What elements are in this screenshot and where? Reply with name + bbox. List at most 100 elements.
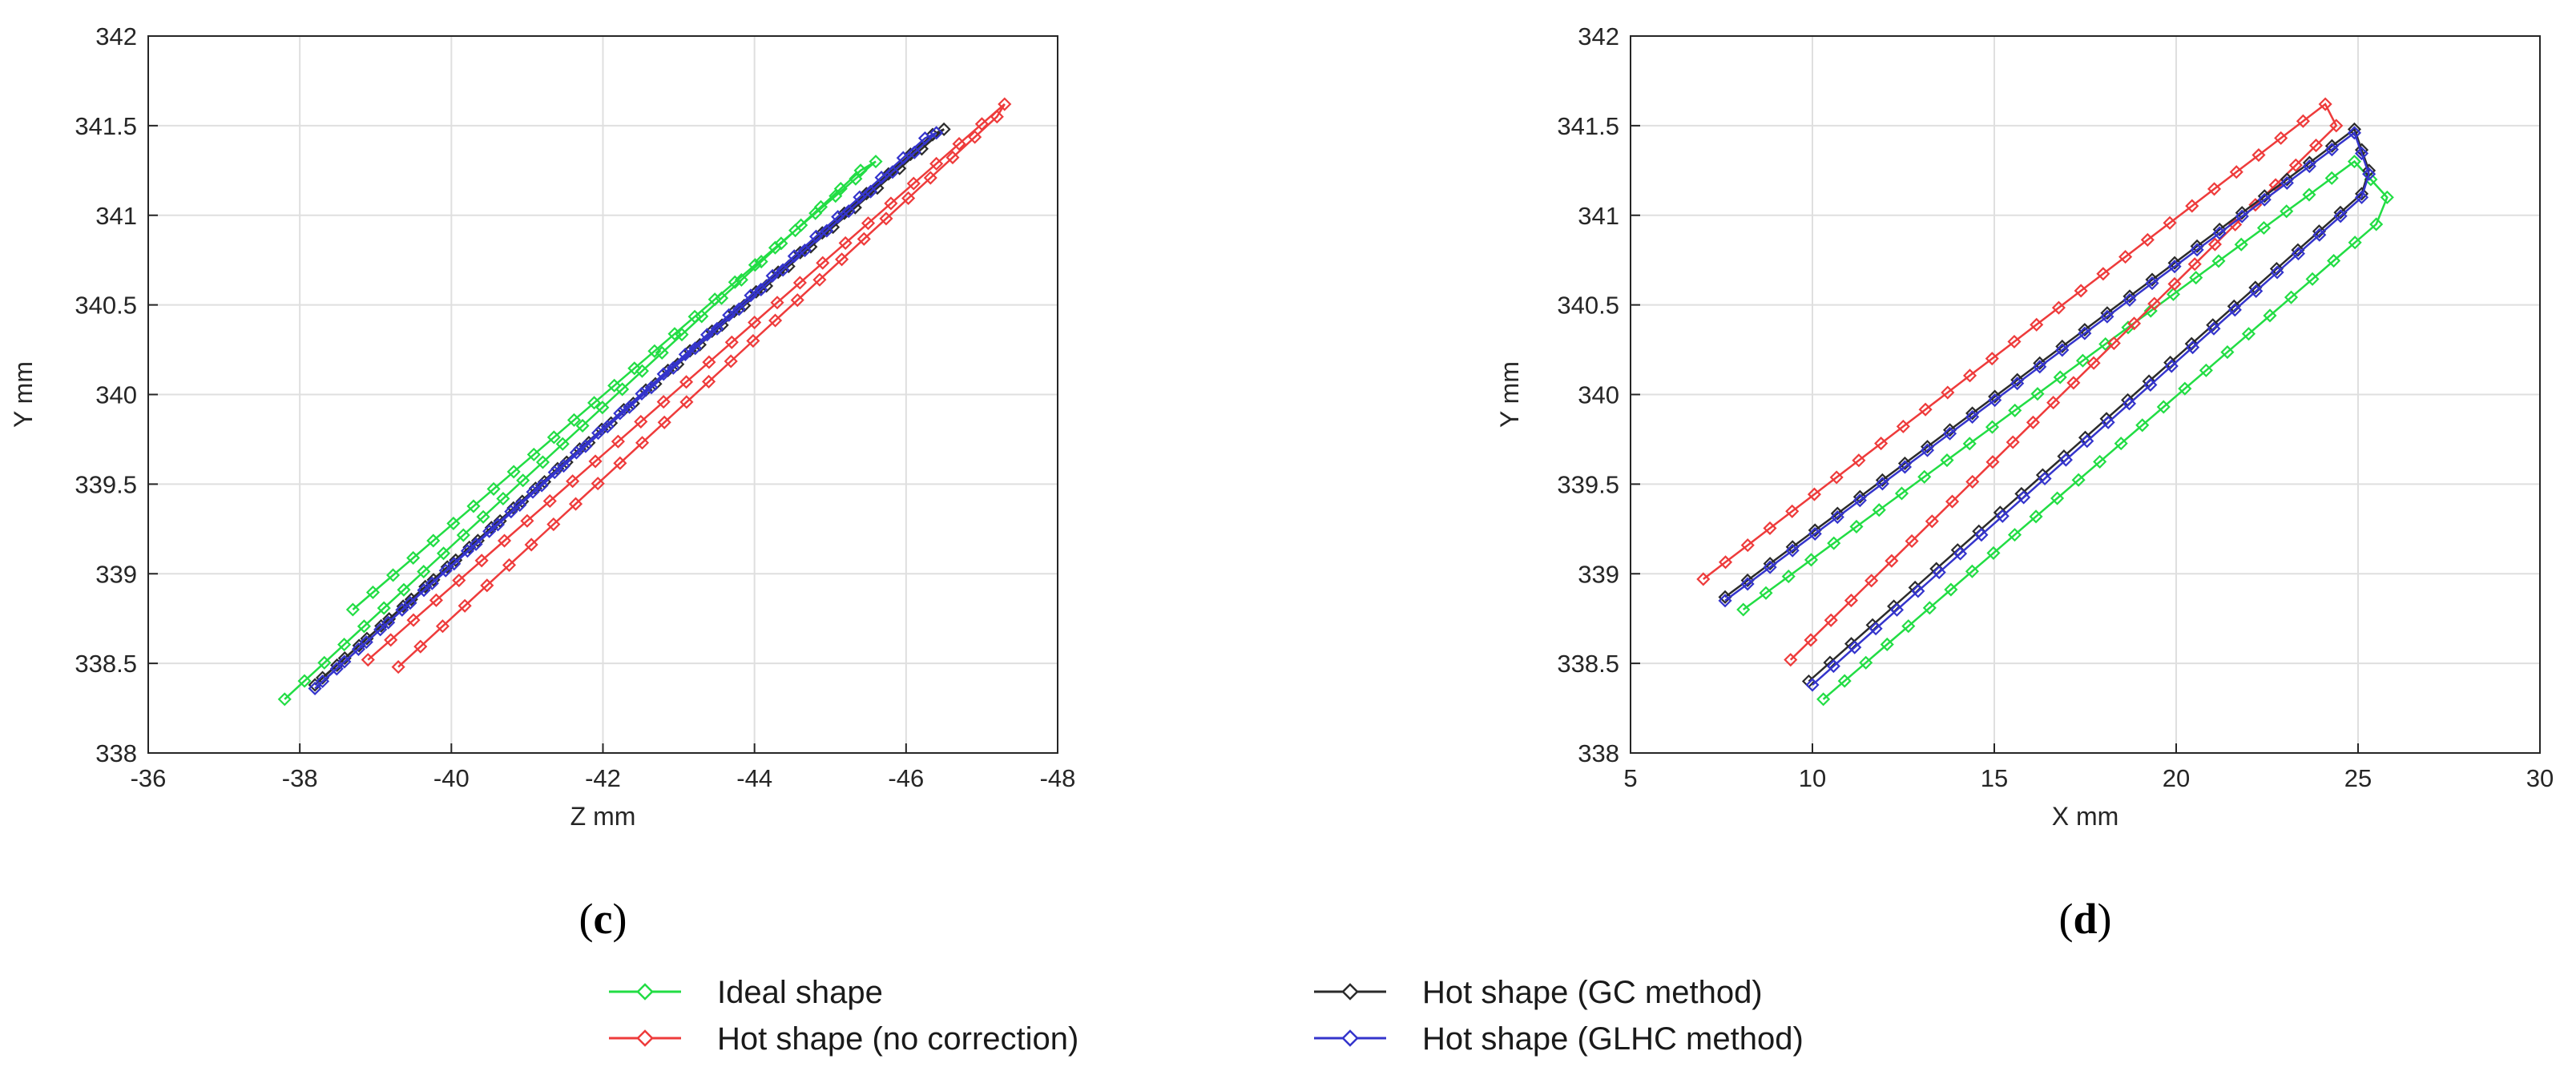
panel-d-point-nocorr-46 <box>1985 455 2000 469</box>
panel-d-point-glhc-25 <box>2280 175 2294 190</box>
panel-c-point-glhc-37 <box>744 288 758 303</box>
panel-d-point-ideal-31 <box>2348 236 2362 250</box>
panel-d-point-ideal-8 <box>1917 469 1932 484</box>
panel-d-point-gc-7 <box>1875 473 1889 487</box>
panel-d-point-glhc-28 <box>2347 126 2362 140</box>
panel-d-series <box>1696 97 2394 707</box>
panel-c-point-ideal-43 <box>535 455 550 469</box>
panel-c-point-ideal-29 <box>813 199 828 214</box>
panel-d-point-glhc-47 <box>2017 490 2031 505</box>
panel-d-point-glhc-38 <box>2207 321 2221 336</box>
panel-c-point-nocorr-6 <box>497 534 512 548</box>
panel-c-point-nocorr-33 <box>901 191 916 206</box>
panel-d-point-gc-26 <box>2302 155 2316 170</box>
panel-d-ylabel: Y mm <box>1495 361 1524 428</box>
panel-c-point-ideal-53 <box>337 638 352 652</box>
panel-c-point-glhc-4 <box>403 596 417 610</box>
panel-d-point-nocorr-31 <box>2288 158 2303 172</box>
panel-d-point-glhc-24 <box>2257 192 2272 207</box>
panel-d-point-nocorr-2 <box>1740 538 1755 553</box>
panel-c-point-gc-28 <box>937 122 951 136</box>
panel-d-point-glhc-54 <box>1869 622 1883 636</box>
panel-d-point-nocorr-42 <box>2066 376 2081 390</box>
panel-c-point-ideal-7 <box>486 481 501 496</box>
panel-c-point-gc-27 <box>914 142 929 156</box>
legend-marker-ideal <box>636 983 654 1001</box>
panel-d-line-gc <box>1724 127 2370 682</box>
panel-d-point-glhc-3 <box>1785 543 1800 558</box>
panel-d-point-nocorr-44 <box>2026 415 2040 429</box>
panel-c-point-glhc-16 <box>666 360 680 375</box>
panel-d-point-ideal-22 <box>2234 237 2248 252</box>
panel-d-xtick-label-0: 5 <box>1623 764 1637 792</box>
panel-d-point-ideal-12 <box>2008 403 2022 417</box>
legend-marker-glhc <box>1341 1029 1359 1047</box>
panel-d-series-gc <box>1718 122 2376 689</box>
panel-c-point-ideal-47 <box>456 528 470 542</box>
panel-c-point-glhc-51 <box>438 563 453 578</box>
panel-d-xtick-label-2: 15 <box>1981 764 2008 792</box>
panel-c-point-nocorr-46 <box>613 456 627 470</box>
panel-c-point-ideal-45 <box>496 491 510 506</box>
panel-c-point-glhc-56 <box>329 662 344 676</box>
panel-c-point-nocorr-43 <box>679 395 694 409</box>
panel-d-grid <box>1630 35 2541 754</box>
panel-c-point-ideal-27 <box>853 163 868 178</box>
panel-c-point-ideal-1 <box>365 585 381 600</box>
panel-d-point-gc-1 <box>1740 573 1755 588</box>
panel-c-point-ideal-28 <box>833 182 848 196</box>
panel-d-point-nocorr-5 <box>1807 487 1821 501</box>
panel-d-point-ideal-15 <box>2075 353 2090 368</box>
panel-c-point-nocorr-5 <box>474 554 489 568</box>
panel-c-series-glhc <box>308 126 944 696</box>
panel-c-point-glhc-42 <box>635 386 649 401</box>
panel-d-point-glhc-29 <box>2354 147 2369 161</box>
panel-d-point-glhc-21 <box>2190 243 2204 257</box>
panel-d-point-ideal-20 <box>2189 271 2203 285</box>
panel-c-point-gc-25 <box>870 181 885 195</box>
panel-c-point-nocorr-23 <box>884 196 898 211</box>
panel-d-point-gc-11 <box>1965 406 1980 421</box>
panel-d-point-ideal-34 <box>2284 290 2299 304</box>
panel-d-ticks: 5 10 15 20 25 30 338 338.5 339 339.5 340 340.5 341 34… <box>1557 22 2554 792</box>
panel-c-point-nocorr-50 <box>524 538 538 552</box>
panel-d-point-ideal-37 <box>2220 345 2235 360</box>
panel-c-point-glhc-55 <box>351 642 366 656</box>
panel-d-point-nocorr-9 <box>1896 419 1910 433</box>
panel-d-point-glhc-14 <box>2033 360 2047 374</box>
panel-d-point-ideal-24 <box>2280 204 2294 219</box>
panel-d-point-gc-10 <box>1942 423 1957 437</box>
panel-d-point-gc-4 <box>1808 523 1822 538</box>
panel-d-point-glhc-18 <box>2122 292 2137 307</box>
panel-c-line-ideal <box>284 160 877 700</box>
panel-d-point-gc-0 <box>1718 590 1732 604</box>
panel-c-point-glhc-49 <box>482 524 497 538</box>
panel-d-point-nocorr-6 <box>1829 470 1844 485</box>
panel-c-point-glhc-27 <box>907 145 921 159</box>
panel-d-point-ideal-55 <box>1837 674 1852 688</box>
panel-d-point-glhc-36 <box>2249 284 2264 298</box>
panel-c-point-glhc-57 <box>308 681 322 696</box>
panel-d-point-nocorr-30 <box>2308 139 2324 153</box>
panel-c-point-ideal-55 <box>297 674 312 688</box>
panel-c-point-ideal-36 <box>675 328 689 342</box>
panel-d-point-glhc-27 <box>2324 143 2339 157</box>
panel-c-point-nocorr-38 <box>790 293 804 308</box>
panel-d-ytick-label-2: 339 <box>1578 560 1619 588</box>
panel-d-point-gc-23 <box>2235 206 2249 220</box>
panel-c-point-glhc-29 <box>917 131 933 146</box>
panel-d-point-ideal-54 <box>1859 655 1873 670</box>
panel-c-point-ideal-44 <box>516 473 530 488</box>
panel-c: -36 -38 -40 -42 -44 -46 -48 338 338.5 339 339.5 340… <box>9 22 1075 943</box>
panel-d-point-ideal-44 <box>2071 473 2086 487</box>
panel-d-point-gc-5 <box>1830 506 1844 521</box>
panel-d-point-gc-12 <box>1988 389 2002 404</box>
panel-d-point-ideal-6 <box>1872 503 1886 517</box>
panel-d-line-glhc <box>1724 131 2370 686</box>
panel-c-ytick-label-8: 342 <box>95 22 137 50</box>
panel-d-point-gc-2 <box>1763 557 1777 571</box>
panel-d-point-glhc-19 <box>2145 276 2159 291</box>
panel-d-point-gc-25 <box>2280 172 2294 187</box>
panel-d-point-ideal-21 <box>2211 254 2226 268</box>
panel-c-point-glhc-48 <box>504 505 518 519</box>
